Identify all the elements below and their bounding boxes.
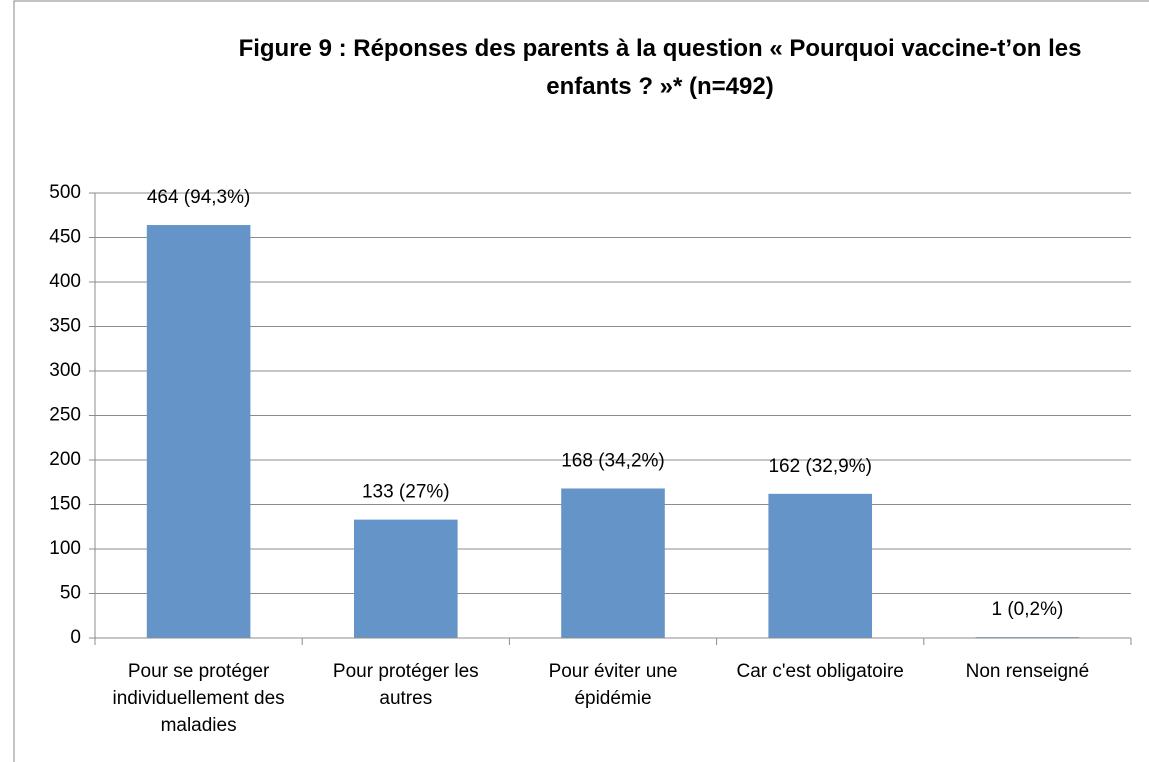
y-tick-label: 200	[49, 449, 81, 470]
chart-border	[13, 0, 1149, 762]
bar	[768, 493, 872, 638]
data-label: 168 (34,2%)	[561, 450, 665, 471]
y-tick-label: 300	[49, 360, 81, 381]
data-label: 464 (94,3%)	[147, 187, 251, 208]
data-label: 1 (0,2%)	[991, 599, 1063, 620]
data-label: 133 (27%)	[362, 482, 450, 503]
y-tick-label: 250	[49, 405, 81, 426]
bar	[561, 488, 665, 638]
y-tick-label: 100	[49, 538, 81, 559]
y-tick-label: 400	[49, 271, 81, 292]
bar	[354, 519, 458, 638]
y-tick-label: 150	[49, 494, 81, 515]
data-label: 162 (32,9%)	[768, 456, 872, 477]
chart-title: Figure 9 : Réponses des parents à la que…	[238, 35, 1082, 100]
x-tick-label: Pour protéger les autres	[332, 661, 479, 709]
y-tick-label: 50	[60, 583, 81, 604]
y-tick-label: 500	[49, 182, 81, 203]
y-tick-label: 450	[49, 227, 81, 248]
x-tick-label: Pour se protéger individuellement des ma…	[112, 661, 285, 736]
y-tick-label: 0	[70, 627, 81, 648]
x-tick-label: Non renseigné	[965, 661, 1090, 682]
x-tick-label: Car c'est obligatoire	[736, 661, 904, 682]
y-tick-label: 350	[49, 316, 81, 337]
x-tick-label: Pour éviter une épidémie	[548, 661, 678, 709]
bar	[146, 225, 251, 639]
